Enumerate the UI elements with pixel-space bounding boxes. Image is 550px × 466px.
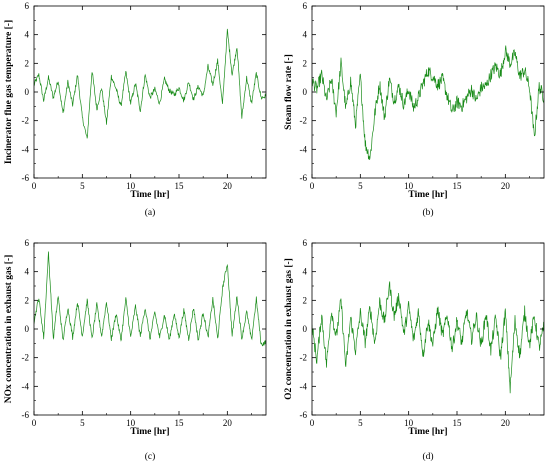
- panel-caption: (c): [145, 451, 156, 462]
- y-tick-label: -6: [300, 410, 308, 420]
- y-tick-label: 0: [303, 87, 308, 97]
- y-tick-label: 2: [25, 58, 30, 68]
- y-tick-label: -2: [22, 116, 30, 126]
- y-tick-label: 6: [303, 1, 308, 11]
- x-tick-label: 10: [404, 418, 414, 428]
- y-tick-label: 2: [303, 58, 308, 68]
- y-tick-label: -6: [300, 173, 308, 183]
- y-tick-label: -4: [22, 381, 30, 391]
- x-tick-label: 5: [80, 418, 85, 428]
- y-tick-label: 4: [25, 30, 30, 40]
- y-tick-label: -4: [300, 144, 308, 154]
- x-tick-label: 15: [453, 181, 463, 191]
- y-tick-label: 2: [25, 295, 30, 305]
- x-tick-label: 20: [223, 418, 233, 428]
- y-axis-label: NOx concentration in exhaust gas [-]: [4, 255, 14, 404]
- series-line: [312, 281, 544, 394]
- x-tick-label: 5: [358, 181, 363, 191]
- y-tick-label: 0: [25, 324, 30, 334]
- y-tick-label: 6: [25, 238, 30, 248]
- plot-frame: [33, 242, 267, 416]
- y-tick-label: 6: [25, 1, 30, 11]
- x-tick-label: 0: [310, 181, 315, 191]
- x-tick-label: 10: [404, 181, 414, 191]
- y-tick-label: 2: [303, 295, 308, 305]
- y-tick-label: -6: [22, 173, 30, 183]
- y-tick-label: 6: [303, 238, 308, 248]
- x-tick-label: 10: [126, 418, 136, 428]
- plot-frame: [33, 5, 267, 179]
- plot-frame: [311, 242, 545, 416]
- y-tick-label: -2: [300, 353, 308, 363]
- series-line: [34, 251, 266, 347]
- x-axis-label: Time [hr]: [130, 427, 169, 437]
- chart-panel-c: 0 5 10 15 20 -6 -4 -2 0 2 4 6 Time [hr] NOx concentra…: [4, 238, 267, 462]
- x-tick-label: 20: [223, 181, 233, 191]
- series-line: [312, 45, 544, 160]
- y-tick-label: -4: [22, 144, 30, 154]
- x-axis-label: Time [hr]: [130, 190, 169, 200]
- y-tick-label: 4: [25, 267, 30, 277]
- chart-panel-b: 0 5 10 15 20 -6 -4 -2 0 2 4 6 Time [hr] Steam flow ra…: [284, 1, 545, 218]
- x-tick-label: 0: [32, 418, 37, 428]
- x-tick-label: 5: [358, 418, 363, 428]
- panel-caption: (b): [422, 207, 433, 218]
- x-tick-label: 0: [310, 418, 315, 428]
- y-tick-label: -4: [300, 381, 308, 391]
- chart-panel-d: 0 5 10 15 20 -6 -4 -2 0 2 4 6 Time [hr] O2 concentrat…: [284, 238, 545, 462]
- y-tick-label: 0: [303, 324, 308, 334]
- y-tick-label: -2: [300, 116, 308, 126]
- x-tick-label: 15: [453, 418, 463, 428]
- x-axis-label: Time [hr]: [408, 427, 447, 437]
- plot-frame: [311, 5, 545, 179]
- y-axis-label: Incinerator flue gas temperature [-]: [4, 20, 14, 164]
- x-axis-label: Time [hr]: [408, 190, 447, 200]
- y-tick-label: -2: [22, 353, 30, 363]
- x-tick-label: 15: [175, 418, 185, 428]
- y-axis-label: O2 concentration in exhaust gas [-]: [284, 258, 294, 400]
- x-tick-label: 5: [80, 181, 85, 191]
- x-tick-label: 0: [32, 181, 37, 191]
- chart-panel-a: 0 5 10 15 20 -6 -4 -2 0 2 4 6 Time [hr] Incinerator f…: [4, 1, 267, 218]
- x-tick-label: 15: [175, 181, 185, 191]
- series-line: [34, 28, 266, 139]
- x-tick-label: 20: [501, 418, 511, 428]
- y-tick-label: 0: [25, 87, 30, 97]
- panel-caption: (a): [145, 207, 156, 218]
- x-tick-label: 20: [501, 181, 511, 191]
- y-axis-label: Steam flow rate [-]: [284, 54, 294, 130]
- y-tick-label: 4: [303, 267, 308, 277]
- y-tick-label: 4: [303, 30, 308, 40]
- y-tick-label: -6: [22, 410, 30, 420]
- x-tick-label: 10: [126, 181, 136, 191]
- panel-caption: (d): [422, 451, 433, 462]
